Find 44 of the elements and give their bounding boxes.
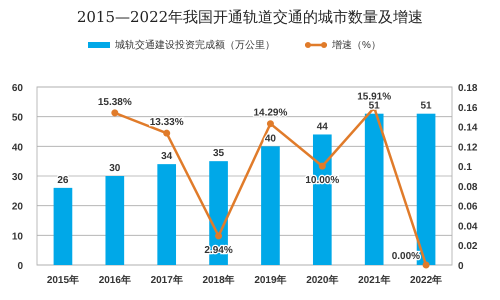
data-label: 34 — [161, 151, 173, 162]
data-label: 35 — [213, 148, 225, 160]
y-tick-label: 60 — [12, 83, 24, 94]
x-tick-label: 2015年 — [46, 274, 80, 286]
chart-title: 2015—2022年我国开通轨道交通的城市数量及增速 — [76, 8, 424, 26]
bar — [157, 164, 176, 265]
x-tick-label: 2020年 — [306, 274, 338, 286]
legend-label: 增速（%） — [331, 39, 381, 51]
x-tick-label: 2018年 — [202, 274, 235, 286]
y2-tick-label: 0.16 — [458, 102, 478, 114]
data-label: 40 — [264, 133, 276, 144]
bar — [261, 146, 280, 265]
y-tick-label: 50 — [12, 112, 24, 124]
data-label: 15.91% — [357, 92, 392, 103]
y2-tick-label: 0.02 — [458, 241, 478, 252]
y2-tick-label: 0.12 — [458, 142, 478, 154]
legend-label: 城轨交通建设投资完成额（万公里） — [114, 39, 275, 51]
y2-tick-label: 0.1 — [458, 162, 472, 174]
y-tick-label: 40 — [12, 142, 24, 154]
y2-tick-label: 0.04 — [458, 221, 478, 232]
data-label: 51 — [420, 100, 432, 112]
y-tick-label: 10 — [12, 231, 24, 242]
bar — [105, 176, 124, 265]
bar — [54, 188, 72, 265]
data-label: 14.29% — [253, 108, 288, 119]
x-tick-label: 2022年 — [410, 274, 442, 286]
y-tick-label: 30 — [12, 172, 24, 183]
x-tick-label: 2017年 — [150, 274, 183, 286]
bar — [364, 114, 384, 265]
data-label: 44 — [316, 121, 328, 132]
data-label: 30 — [109, 163, 121, 174]
data-label: 13.33% — [150, 117, 184, 128]
y2-tick-label: 0.08 — [458, 182, 478, 193]
y2-tick-label: 0.14 — [458, 122, 478, 134]
x-tick-label: 2019年 — [254, 274, 287, 286]
y2-tick-label: 0.18 — [458, 83, 478, 94]
y2-tick-label: 0 — [458, 261, 464, 272]
data-label: 26 — [57, 174, 69, 186]
y2-tick-label: 0.06 — [458, 202, 478, 213]
data-label: 15.38% — [98, 96, 132, 108]
y-tick-label: 0 — [17, 261, 24, 272]
x-tick-label: 2021年 — [358, 274, 390, 286]
x-tick-label: 2016年 — [98, 274, 131, 286]
y-tick-label: 20 — [12, 202, 24, 213]
